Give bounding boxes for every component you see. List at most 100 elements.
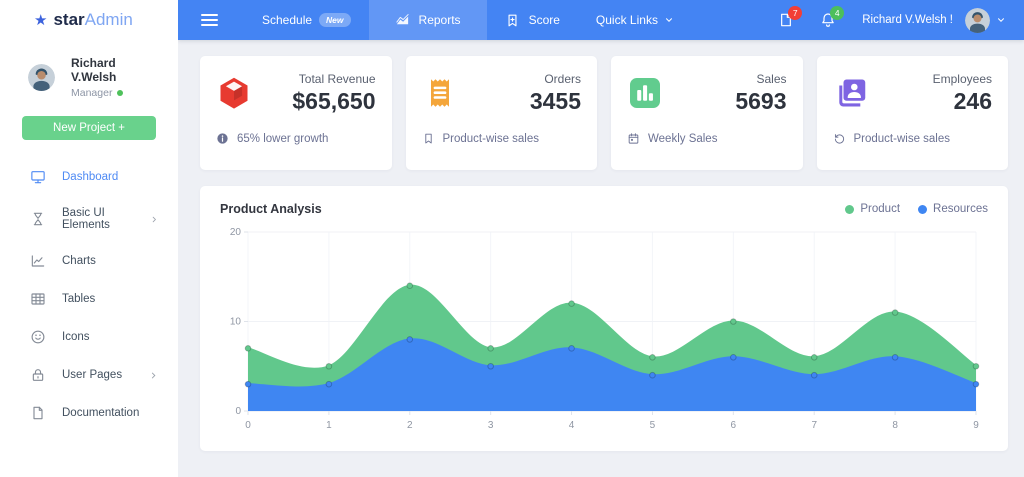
nav-item-quick-links[interactable]: Quick Links — [578, 0, 692, 40]
file-icon — [30, 405, 46, 421]
svg-text:9: 9 — [973, 420, 979, 431]
svg-text:8: 8 — [892, 420, 898, 431]
sidebar-item-tables[interactable]: Tables — [0, 280, 178, 318]
stat-card-employees: Employees 246 Product-wise sales — [816, 56, 1008, 170]
legend-item-resources[interactable]: Resources — [918, 203, 988, 215]
sidebar-item-basic-ui-elements[interactable]: Basic UI Elements — [0, 196, 178, 242]
profile-role: Manager — [71, 87, 113, 99]
stat-card-title: Total Revenue — [298, 72, 376, 86]
stat-card-orders: Orders 3455 Product-wise sales — [405, 56, 597, 170]
svg-text:6: 6 — [731, 420, 737, 431]
legend-label: Resources — [933, 203, 988, 215]
svg-text:1: 1 — [326, 420, 332, 431]
product-analysis-card: Product Analysis Product Resources 0 1 2 3 4 5… — [200, 186, 1008, 451]
sidebar-item-label: Icons — [62, 331, 90, 343]
svg-text:5: 5 — [650, 420, 656, 431]
chart-line-icon — [30, 253, 46, 269]
user-menu[interactable]: Richard V.Welsh ! — [862, 7, 1024, 33]
nav-item-reports[interactable]: Reports — [368, 0, 487, 40]
brand-name-bold: star — [53, 10, 85, 29]
brand-name-light: Admin — [84, 10, 133, 29]
sidebar-item-user-pages[interactable]: User Pages — [0, 356, 178, 394]
svg-text:4: 4 — [569, 420, 575, 431]
new-badge: New — [319, 13, 351, 27]
chevron-down-icon — [664, 15, 674, 25]
online-status-dot — [117, 90, 124, 96]
stat-card-title: Employees — [932, 72, 992, 86]
new-project-button[interactable]: New Project + — [22, 116, 156, 140]
stat-card-footer-text: Product-wise sales — [442, 132, 540, 145]
svg-text:2: 2 — [407, 420, 413, 431]
info-icon — [216, 132, 229, 145]
sidebar-item-icons[interactable]: Icons — [0, 318, 178, 356]
bookmark-plus-icon — [505, 13, 520, 28]
svg-text:0: 0 — [245, 420, 251, 431]
notifications-button[interactable]: 4 — [820, 6, 845, 28]
notification-count-badge: 4 — [830, 6, 845, 20]
sidebar-item-label: Charts — [62, 255, 96, 267]
stat-card-footer-text: Weekly Sales — [648, 132, 718, 145]
chevron-right-icon — [150, 215, 158, 224]
sidebar-item-label: Tables — [62, 293, 96, 305]
bookmark-icon — [422, 132, 435, 145]
user-greeting: Richard V.Welsh ! — [862, 14, 953, 26]
avatar — [965, 7, 990, 33]
profile-name: Richard V.Welsh — [71, 56, 117, 84]
legend-dot-icon — [845, 204, 855, 214]
stat-card-value: 246 — [953, 88, 992, 114]
svg-text:20: 20 — [230, 227, 242, 238]
quick-links-label: Quick Links — [595, 13, 658, 27]
cube-icon — [216, 75, 252, 111]
stat-card-title: Sales — [756, 72, 787, 86]
stat-card-footer-text: 65% lower growth — [237, 132, 329, 145]
sidebar-item-label: User Pages — [62, 369, 123, 381]
hourglass-icon — [30, 211, 46, 227]
score-label: Score — [528, 13, 560, 27]
brand-logo[interactable]: ★ star Admin — [0, 0, 178, 40]
reports-label: Reports — [418, 13, 461, 27]
stat-card-value: 5693 — [735, 88, 787, 114]
sidebar-item-label: Documentation — [62, 407, 140, 419]
table-icon — [30, 291, 46, 307]
receipt-icon — [422, 75, 458, 111]
legend-dot-icon — [918, 204, 928, 214]
main-content: Total Revenue $65,650 65% lower growth O… — [178, 40, 1024, 477]
user-profile: Richard V.Welsh Manager — [0, 40, 178, 103]
sidebar-item-label: Dashboard — [62, 171, 119, 183]
stat-card-value: $65,650 — [292, 88, 376, 114]
schedule-label: Schedule — [262, 13, 313, 27]
sidebar-item-documentation[interactable]: Documentation — [0, 394, 178, 432]
legend-item-product[interactable]: Product — [845, 203, 900, 215]
history-icon — [833, 132, 846, 145]
sidebar-item-charts[interactable]: Charts — [0, 242, 178, 280]
monitor-icon — [30, 169, 46, 185]
hamburger-menu-icon[interactable] — [197, 7, 222, 33]
stat-card-footer-text: Product-wise sales — [853, 132, 951, 145]
svg-text:0: 0 — [235, 406, 241, 417]
messages-button[interactable]: 7 — [778, 6, 803, 28]
legend-label: Product — [860, 203, 901, 215]
svg-text:7: 7 — [811, 420, 817, 431]
area-chart-icon — [395, 13, 410, 28]
message-count-badge: 7 — [788, 6, 803, 20]
chart-legend: Product Resources — [845, 203, 988, 215]
stat-card-value: 3455 — [529, 88, 581, 114]
nav-item-schedule[interactable]: Schedule New — [244, 0, 369, 40]
nav-item-score[interactable]: Score — [487, 0, 578, 40]
sidebar-menu: Dashboard Basic UI Elements Charts Tables Ic… — [0, 148, 178, 432]
avatar[interactable] — [28, 64, 55, 91]
lock-icon — [30, 367, 46, 383]
svg-text:10: 10 — [230, 317, 242, 328]
smiley-icon — [30, 329, 46, 345]
stat-cards-row: Total Revenue $65,650 65% lower growth O… — [200, 56, 1008, 170]
sidebar-item-dashboard[interactable]: Dashboard — [0, 158, 178, 196]
top-navbar: Schedule New Reports Score Quick Links 7… — [178, 0, 1024, 40]
stat-card-total-revenue: Total Revenue $65,650 65% lower growth — [200, 56, 392, 170]
stat-card-sales: Sales 5693 Weekly Sales — [611, 56, 803, 170]
stat-card-title: Orders — [544, 72, 581, 86]
bar-chart-icon — [627, 75, 663, 111]
chevron-right-icon — [149, 371, 158, 380]
star-icon: ★ — [34, 12, 48, 29]
svg-text:3: 3 — [488, 420, 494, 431]
sidebar: ★ star Admin Richard V.Welsh Manager New … — [0, 0, 178, 477]
